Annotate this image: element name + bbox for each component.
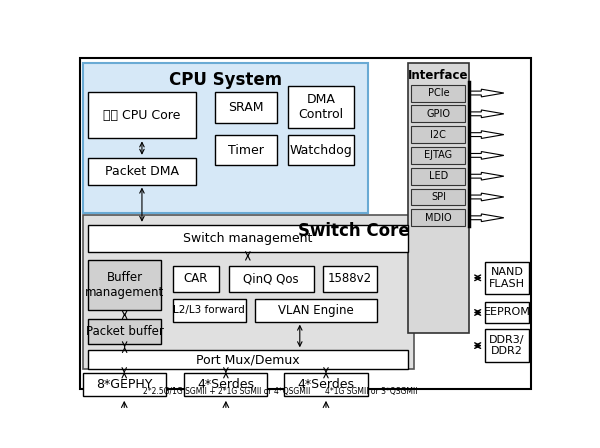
Text: L2/L3 forward: L2/L3 forward xyxy=(173,305,245,315)
Text: EJTAG: EJTAG xyxy=(424,151,452,160)
Bar xyxy=(83,63,368,213)
Text: Packet buffer: Packet buffer xyxy=(86,325,164,338)
Text: NAND
FLASH: NAND FLASH xyxy=(489,267,525,289)
Text: 龙芯 CPU Core: 龙芯 CPU Core xyxy=(103,109,181,122)
Text: Packet DMA: Packet DMA xyxy=(105,165,179,178)
Text: QinQ Qos: QinQ Qos xyxy=(244,272,299,285)
Bar xyxy=(88,350,407,370)
Polygon shape xyxy=(469,151,504,159)
Text: CAR: CAR xyxy=(184,272,208,285)
Bar xyxy=(83,373,166,396)
Text: 4*1G SGMII or 3*QSGMII: 4*1G SGMII or 3*QSGMII xyxy=(325,388,418,396)
Bar xyxy=(173,266,219,293)
Polygon shape xyxy=(469,110,504,118)
Bar xyxy=(412,189,466,206)
Bar xyxy=(412,147,466,164)
Bar xyxy=(88,260,161,310)
Bar xyxy=(485,302,529,323)
Bar xyxy=(323,266,377,293)
Text: 1588v2: 1588v2 xyxy=(328,272,372,285)
Text: GPIO: GPIO xyxy=(427,109,451,119)
Bar xyxy=(284,373,368,396)
Bar xyxy=(288,86,354,129)
Bar xyxy=(88,319,161,344)
Bar xyxy=(184,373,268,396)
Bar xyxy=(407,63,469,332)
Bar xyxy=(412,209,466,226)
Text: 4*Serdes: 4*Serdes xyxy=(298,379,355,392)
Text: DMA
Control: DMA Control xyxy=(298,93,344,121)
Text: Timer: Timer xyxy=(228,143,264,156)
Text: Switch management: Switch management xyxy=(183,232,313,245)
Bar xyxy=(88,92,196,138)
Bar xyxy=(215,92,277,123)
Text: CPU System: CPU System xyxy=(169,71,281,89)
Text: DDR3/
DDR2: DDR3/ DDR2 xyxy=(489,335,524,357)
Bar xyxy=(485,329,529,362)
Text: 8*GEPHY: 8*GEPHY xyxy=(96,379,152,392)
Polygon shape xyxy=(469,172,504,180)
Text: 4*Serdes: 4*Serdes xyxy=(197,379,254,392)
Bar xyxy=(412,168,466,185)
Bar xyxy=(412,126,466,143)
Text: SPI: SPI xyxy=(431,192,446,202)
Text: Buffer
management: Buffer management xyxy=(85,271,164,299)
Text: VLAN Engine: VLAN Engine xyxy=(278,304,354,317)
Text: SRAM: SRAM xyxy=(228,101,263,114)
Text: Watchdog: Watchdog xyxy=(290,143,352,156)
Bar xyxy=(215,134,277,165)
Bar xyxy=(412,85,466,102)
Bar xyxy=(229,266,314,293)
Bar xyxy=(83,215,414,370)
Text: EEPROM: EEPROM xyxy=(484,307,530,318)
Polygon shape xyxy=(469,131,504,138)
Text: LED: LED xyxy=(429,171,448,181)
Bar xyxy=(88,158,196,185)
Bar xyxy=(485,262,529,294)
Bar xyxy=(173,299,246,322)
Text: I2C: I2C xyxy=(430,129,446,140)
Polygon shape xyxy=(469,214,504,222)
Bar xyxy=(88,225,407,252)
Text: Switch Core: Switch Core xyxy=(298,222,410,240)
Text: PCIe: PCIe xyxy=(428,88,449,98)
Bar xyxy=(255,299,377,322)
Polygon shape xyxy=(469,89,504,97)
Text: Interface: Interface xyxy=(408,69,469,82)
Text: MDIO: MDIO xyxy=(425,213,452,223)
Text: Port Mux/Demux: Port Mux/Demux xyxy=(196,353,299,366)
Polygon shape xyxy=(469,193,504,201)
Bar xyxy=(412,105,466,122)
Bar xyxy=(288,134,354,165)
Text: 2*2.5G/1G SGMII + 2*1G SGMII or 4*QSGMII: 2*2.5G/1G SGMII + 2*1G SGMII or 4*QSGMII xyxy=(143,388,310,396)
